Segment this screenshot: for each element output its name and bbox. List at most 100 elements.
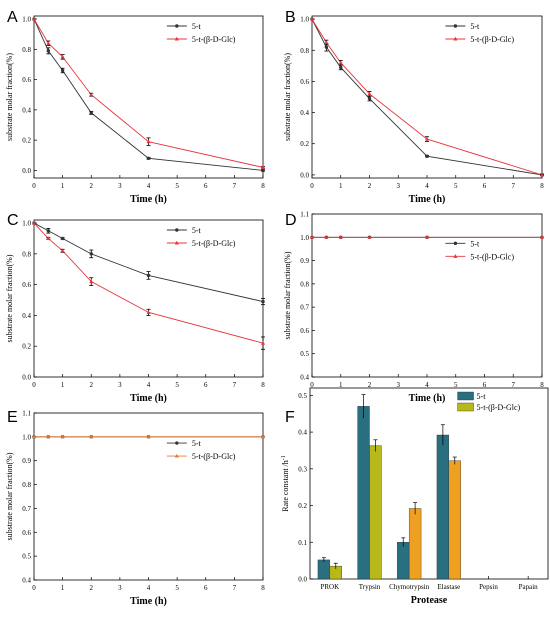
legend-label: 5-t-(β-D-Glc) [192,35,236,44]
legend-label: 5-t-(β-D-Glc) [470,252,514,261]
data-point [46,229,51,233]
data-point [338,235,343,239]
data-point [89,92,94,97]
y-tick-label: 0.9 [300,257,309,265]
legend-label: 5-t-(β-D-Glc) [192,239,236,248]
x-tick-label: 8 [540,182,544,190]
x-tick-label: 7 [233,381,237,389]
data-point [425,136,429,141]
data-point [60,248,65,253]
x-tick-label: Pepsin [479,583,498,591]
y-tick-label: 1.0 [300,16,309,24]
y-tick-label: 1.1 [300,211,309,219]
series-line-0 [33,222,264,303]
panel-d: D 0.4 0.5 0.6 0.7 0.8 0.9 1.0 1.1 substrate molar… [283,211,544,405]
x-tick-label: 1 [61,584,65,592]
x-tick-label: 2 [368,381,372,389]
x-tick-label: Elastase [437,583,460,591]
x-tick-label: Trypsin [359,583,381,591]
plot-frame [309,387,549,580]
y-tick-label: 0.2 [298,502,307,510]
data-point [338,60,343,65]
legend-marker [453,24,458,28]
data-point [310,16,314,21]
legend-label: 5-t [192,22,202,31]
series-line-0 [33,18,264,171]
data-point [32,220,36,225]
data-point [425,235,429,239]
legend-marker [175,441,179,445]
x-axis-label: Time (h) [409,194,446,205]
x-tick-label: 4 [425,182,429,190]
panel-a: A 0.0 0.2 0.4 0.6 0.8 1.0 substrate molar fract… [5,9,265,205]
panel-letter: B [285,9,296,26]
y-tick-label: 0.7 [22,505,31,513]
x-tick-label: 6 [204,182,208,190]
x-tick-label: 4 [425,381,429,389]
x-tick-label: 1 [339,182,343,190]
y-tick-label: 0.5 [300,350,309,358]
data-point [324,40,329,44]
y-tick-label: 0.8 [22,46,31,54]
y-tick-label: 0.4 [300,109,309,117]
x-tick-label: 6 [204,584,208,592]
data-point [60,434,65,439]
panel-letter: D [285,212,297,229]
legend-swatch [457,402,474,412]
y-axis-label: substrate molar fraction(%) [5,452,14,540]
y-axis-label: substrate molar fraction(%) [5,254,14,342]
panel-letter: E [7,409,18,426]
y-axis-label: substrate molar fraction(%) [283,53,292,141]
x-tick-label: PROK [320,583,339,591]
legend-label: 5-t-(β-D-Glc) [192,452,236,461]
bar [397,542,410,580]
y-tick-label: 0.8 [22,481,31,489]
y-tick-label: 0.8 [300,47,309,55]
y-tick-label: 0.3 [298,465,307,473]
y-tick-label: 0.7 [300,304,309,312]
data-point [367,91,372,96]
x-tick-label: 5 [454,381,458,389]
legend-label: 5-t [192,439,202,448]
y-tick-label: 1.0 [22,16,31,24]
data-point [46,49,51,53]
x-axis-label: Protease [411,595,448,606]
y-tick-label: 0.4 [300,374,309,382]
panel-e: E 0.4 0.5 0.6 0.7 0.8 0.9 1.0 1.1 substrate molar… [5,409,265,607]
panel-b: B 0.0 0.2 0.4 0.6 0.8 1.0 substrate molar fract… [283,9,544,205]
legend-label: 5-t [470,239,480,248]
legend-marker [453,254,458,258]
y-tick-label: 0.2 [22,137,31,145]
panel-letter: F [285,409,295,426]
y-tick-label: 0.2 [22,343,31,351]
data-point [261,434,265,439]
bar [448,460,461,580]
data-point [146,310,151,314]
y-tick-label: 0.8 [22,250,31,258]
x-tick-label: 8 [261,584,265,592]
series-line-1 [311,18,543,176]
data-point [32,16,36,21]
x-tick-label: 4 [147,381,151,389]
legend-marker [453,241,458,246]
y-tick-label: 0.0 [298,576,307,584]
legend-label: 5-t-(β-D-Glc) [477,403,521,412]
x-tick-label: 1 [339,381,343,389]
y-tick-label: 0.4 [22,106,31,114]
data-point [324,235,329,239]
data-point [146,156,151,161]
x-tick-label: 2 [90,381,94,389]
x-tick-label: 1 [61,381,65,389]
x-tick-label: 4 [147,182,151,190]
data-point [261,299,265,304]
x-tick-label: 3 [118,381,122,389]
data-point [146,434,151,439]
x-tick-label: 4 [147,584,151,592]
x-tick-label: 2 [90,584,94,592]
series-line-1 [33,18,264,168]
legend-label: 5-t [192,226,202,235]
y-tick-label: 0.4 [298,429,307,437]
legend-marker [453,36,458,41]
x-tick-label: 3 [397,381,401,389]
